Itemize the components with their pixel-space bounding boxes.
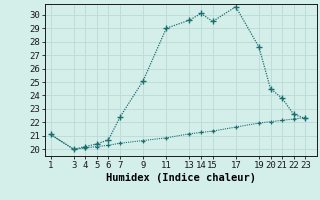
- X-axis label: Humidex (Indice chaleur): Humidex (Indice chaleur): [106, 173, 256, 183]
